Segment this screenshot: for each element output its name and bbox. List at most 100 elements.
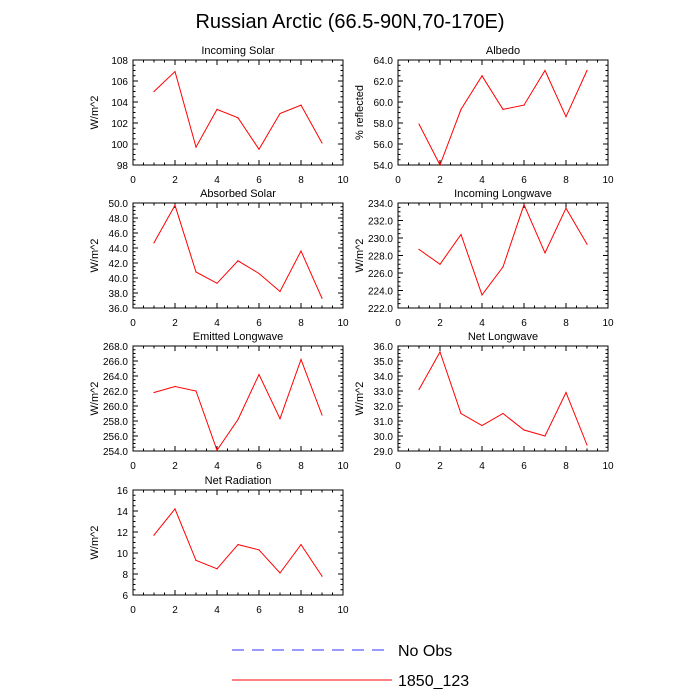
data-point (565, 391, 567, 394)
data-point (174, 70, 176, 73)
y-tick-label: 46.0 (109, 229, 129, 240)
data-point (153, 534, 155, 536)
data-point (502, 412, 504, 415)
y-axis-label: W/m^2 (89, 239, 101, 273)
data-point (481, 294, 483, 296)
x-tick-label: 2 (172, 318, 178, 329)
y-tick-label: 50.0 (109, 199, 129, 210)
x-tick-label: 2 (437, 175, 443, 186)
data-point (258, 148, 260, 150)
series-line (153, 70, 323, 151)
y-tick-label: 268.0 (103, 342, 128, 353)
data-point (544, 435, 546, 437)
data-point (523, 104, 525, 106)
x-tick-label: 8 (563, 318, 569, 329)
data-point (321, 297, 323, 299)
y-tick-label: 48.0 (109, 214, 129, 225)
y-tick-label: 38.0 (109, 289, 129, 300)
y-tick-label: 64.0 (374, 56, 394, 67)
x-tick-label: 0 (130, 605, 136, 616)
data-point (237, 260, 239, 262)
data-point (258, 549, 260, 551)
y-tick-label: 16 (117, 486, 129, 497)
x-tick-label: 0 (130, 461, 136, 472)
y-tick-label: 35.0 (374, 357, 394, 368)
legend-label: 1850_123 (398, 673, 469, 690)
x-tick-label: 10 (602, 175, 614, 186)
data-point (237, 418, 239, 421)
data-point (502, 266, 504, 268)
series-line (153, 358, 323, 452)
x-tick-label: 6 (521, 175, 527, 186)
chart-panel: 0 2 4 6 8 10 254.0 256.0 258.0 260.0 262.0 264.0 266… (89, 331, 349, 472)
y-tick-label: 262.0 (103, 387, 128, 398)
plot-frame (132, 59, 344, 166)
x-tick-label: 0 (395, 175, 401, 186)
data-point (565, 116, 567, 118)
x-tick-label: 0 (395, 318, 401, 329)
y-tick-label: 226.0 (368, 269, 393, 280)
x-tick-label: 8 (298, 605, 304, 616)
chart-panel: 0 2 4 6 8 10 36.0 38.0 40.0 42.0 44.0 46.0 48.0 50.0 A… (89, 188, 349, 329)
data-point (153, 90, 155, 93)
legend: No Obs 1850_123 (232, 643, 469, 690)
data-point (523, 429, 525, 431)
x-tick-label: 10 (602, 318, 614, 329)
panel-title: Absorbed Solar (200, 188, 276, 200)
chart-panel: 0 2 4 6 8 10 98 100 102 104 106 108 Incoming Solar W/… (89, 45, 349, 186)
x-tick-label: 6 (256, 461, 262, 472)
data-point (195, 271, 197, 273)
plot-frame (132, 345, 344, 452)
series-line (153, 507, 323, 577)
y-tick-label: 14 (117, 507, 129, 518)
figure-title: Russian Arctic (66.5-90N,70-170E) (195, 11, 504, 33)
data-point (279, 572, 281, 574)
y-tick-label: 58.0 (374, 119, 394, 130)
x-tick-label: 4 (214, 318, 220, 329)
x-tick-label: 6 (256, 175, 262, 186)
x-tick-label: 0 (130, 175, 136, 186)
x-tick-label: 10 (337, 318, 349, 329)
data-point (481, 424, 483, 427)
data-point (153, 242, 155, 244)
data-point (174, 508, 176, 510)
data-point (460, 412, 462, 415)
x-tick-label: 6 (256, 318, 262, 329)
x-tick-label: 2 (172, 175, 178, 186)
y-tick-label: 102 (111, 119, 128, 130)
data-point (258, 373, 260, 376)
data-point (586, 243, 588, 245)
panel-title: Incoming Solar (201, 45, 275, 57)
data-point (216, 449, 218, 451)
x-tick-label: 6 (521, 461, 527, 472)
data-point (502, 108, 504, 110)
data-point (153, 391, 155, 394)
y-axis-label: W/m^2 (354, 382, 366, 416)
x-tick-label: 2 (172, 461, 178, 472)
y-tick-label: 40.0 (109, 274, 129, 285)
data-point (216, 568, 218, 570)
y-tick-label: 56.0 (374, 140, 394, 151)
data-point (216, 282, 218, 284)
data-point (321, 142, 323, 144)
panel-title: Emitted Longwave (193, 331, 284, 343)
chart-panel: 0 2 4 6 8 10 222.0 224.0 226.0 228.0 230.0 232.0 234… (354, 188, 614, 329)
data-point (195, 559, 197, 561)
x-tick-label: 2 (437, 461, 443, 472)
y-tick-label: 29.0 (374, 447, 394, 458)
x-tick-label: 0 (395, 461, 401, 472)
data-point (439, 263, 441, 265)
y-tick-label: 228.0 (368, 252, 393, 263)
y-tick-label: 106 (111, 77, 128, 88)
y-tick-label: 6 (122, 591, 128, 602)
data-point (300, 250, 302, 252)
y-tick-label: 258.0 (103, 417, 128, 428)
x-tick-label: 8 (563, 461, 569, 472)
y-tick-label: 54.0 (374, 161, 394, 172)
plot-frame (132, 202, 344, 309)
data-point (418, 123, 420, 125)
data-point (321, 575, 323, 577)
y-tick-label: 254.0 (103, 447, 128, 458)
